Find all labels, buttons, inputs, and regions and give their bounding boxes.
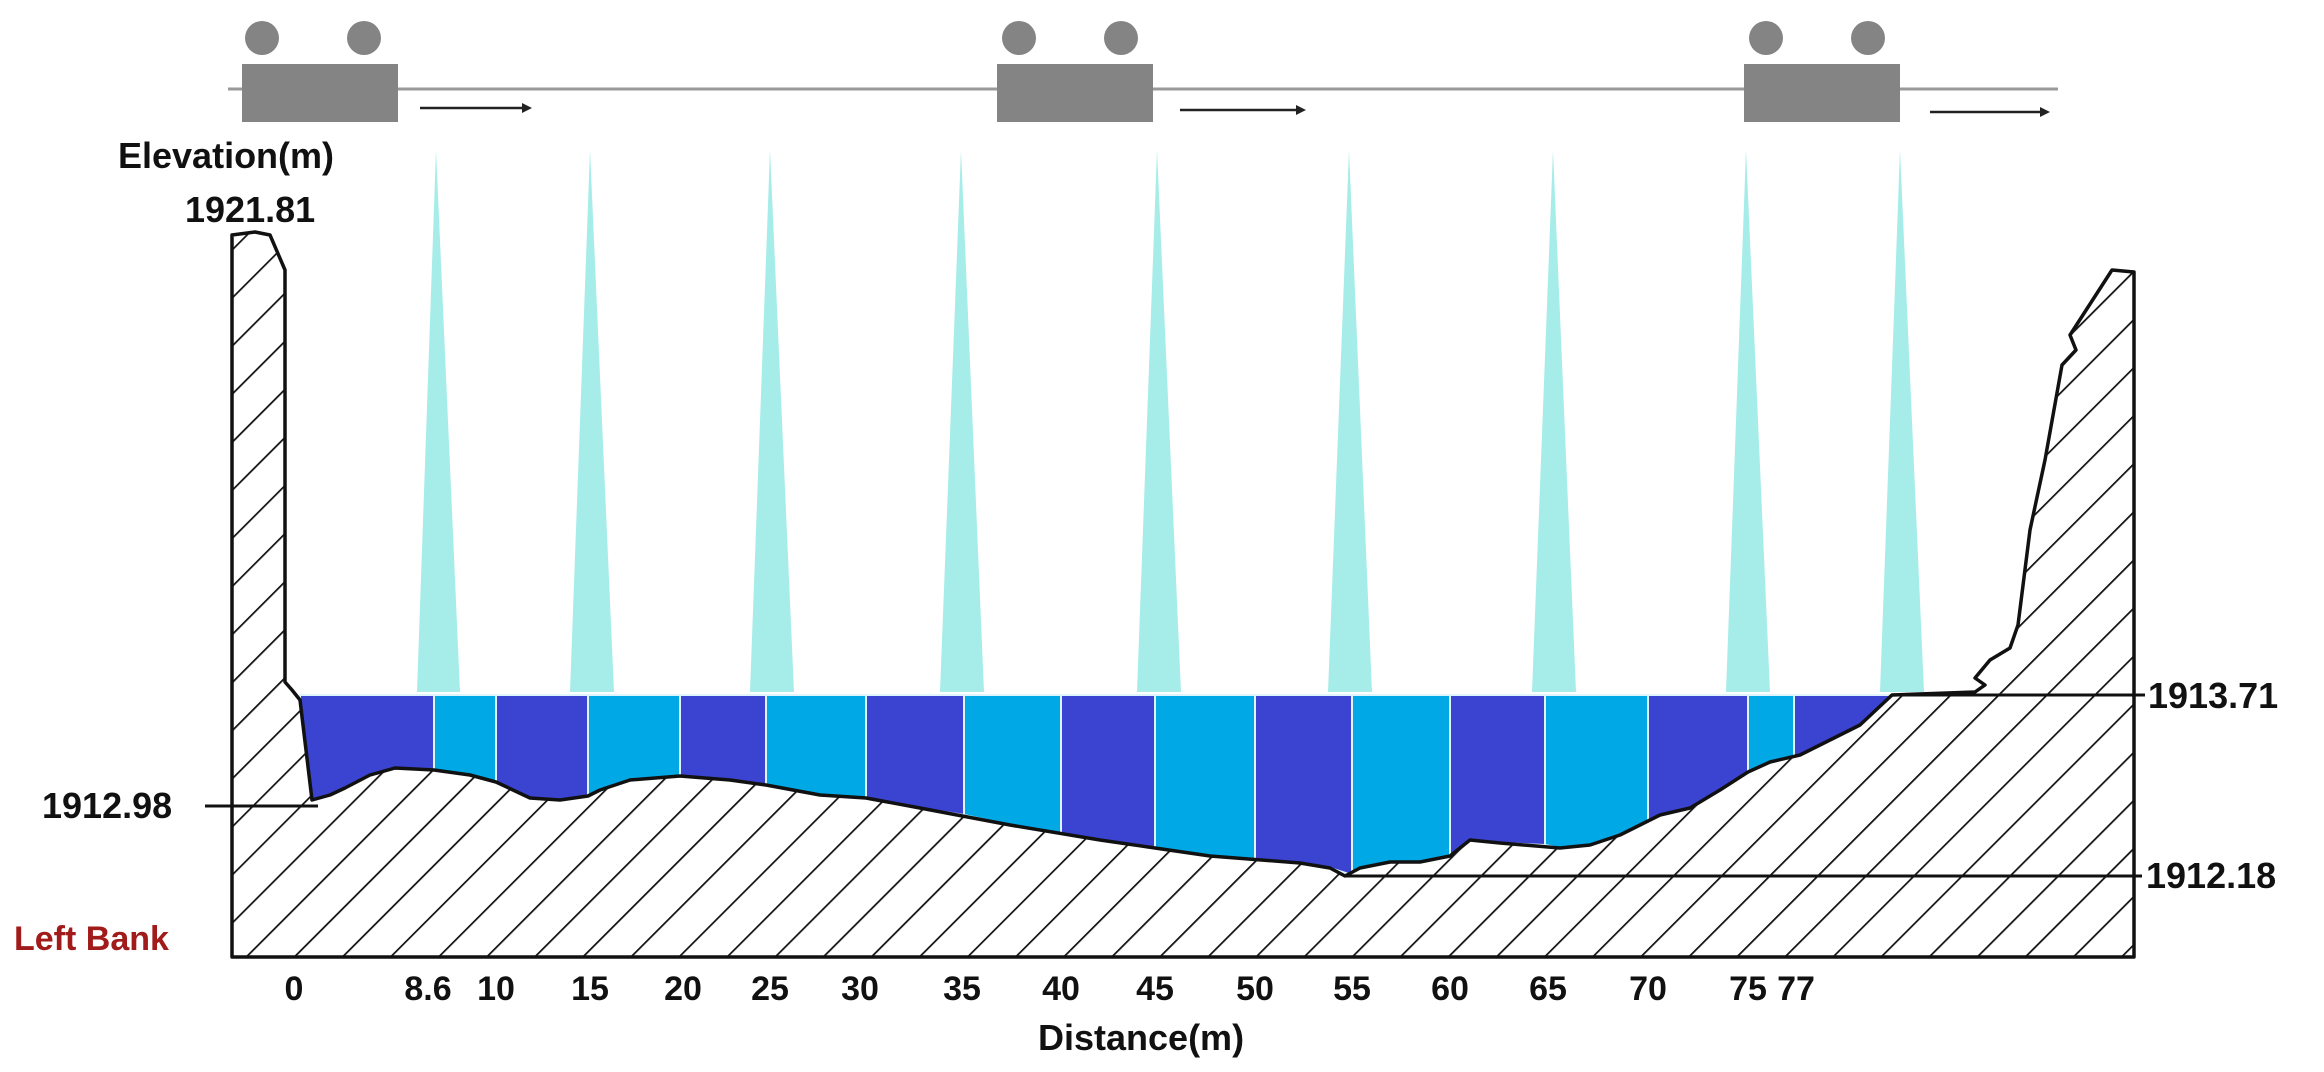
water-col-3 bbox=[495, 694, 589, 802]
water-col-6 bbox=[765, 694, 867, 800]
ground-section bbox=[230, 230, 2136, 959]
distance-tick-label: 0 bbox=[285, 970, 304, 1008]
vessel-1 bbox=[242, 21, 532, 122]
water-level-label: 1913.71 bbox=[2148, 675, 2278, 716]
water-col-2 bbox=[433, 694, 497, 784]
vessel-2-arrowhead bbox=[1296, 105, 1306, 115]
water-col-13 bbox=[1449, 694, 1546, 859]
left-bank-label: Left Bank bbox=[14, 920, 169, 958]
water-col-14 bbox=[1544, 694, 1649, 850]
distance-tick-label: 10 bbox=[477, 970, 515, 1008]
vessel-2-right-wheel bbox=[1104, 21, 1138, 55]
distance-tick-label: 50 bbox=[1236, 970, 1274, 1008]
beam-1 bbox=[417, 150, 460, 692]
vessel-3-right-wheel bbox=[1851, 21, 1885, 55]
distance-tick-label: 30 bbox=[841, 970, 879, 1008]
water-col-11 bbox=[1254, 694, 1353, 877]
distance-tick-label: 45 bbox=[1136, 970, 1174, 1008]
vessel-2 bbox=[997, 21, 1306, 122]
distance-tick-label: 40 bbox=[1042, 970, 1080, 1008]
beam-9 bbox=[1880, 150, 1924, 692]
vessel-3 bbox=[1744, 21, 2050, 122]
beam-6 bbox=[1328, 150, 1372, 692]
water-col-8 bbox=[963, 694, 1062, 835]
distance-tick-label: 35 bbox=[943, 970, 981, 1008]
beam-7 bbox=[1532, 150, 1576, 692]
distance-tick-label: 75 bbox=[1729, 970, 1767, 1008]
vessel-2-body bbox=[997, 64, 1153, 122]
beam-5 bbox=[1137, 150, 1181, 692]
distance-tick-label: 25 bbox=[751, 970, 789, 1008]
vessel-3-body bbox=[1744, 64, 1900, 122]
vessel-1-body bbox=[242, 64, 398, 122]
distance-tick-label: 65 bbox=[1529, 970, 1567, 1008]
elevation-axis-label: Elevation(m) bbox=[118, 135, 334, 176]
beam-2 bbox=[570, 150, 614, 692]
vessel-2-left-wheel bbox=[1002, 21, 1036, 55]
distance-tick-label: 60 bbox=[1431, 970, 1469, 1008]
vessel-1-left-wheel bbox=[245, 21, 279, 55]
water-col-7 bbox=[865, 694, 965, 817]
distance-tick-labels: 0 8.6 10 15 20 25 30 35 40 45 50 55 60 65 70 75 77 bbox=[285, 970, 1815, 1008]
distance-tick-label: 8.6 bbox=[404, 970, 451, 1008]
water-columns bbox=[299, 694, 1895, 878]
water-col-10 bbox=[1154, 694, 1256, 864]
left-elevation-label: 1912.98 bbox=[42, 785, 172, 826]
distance-tick-label: 55 bbox=[1333, 970, 1371, 1008]
vessel-3-arrowhead bbox=[2040, 107, 2050, 117]
vessel-3-left-wheel bbox=[1749, 21, 1783, 55]
vessel-1-right-wheel bbox=[347, 21, 381, 55]
distance-axis-label: Distance(m) bbox=[1038, 1017, 1244, 1058]
water-col-12 bbox=[1351, 694, 1451, 878]
water-col-9 bbox=[1060, 694, 1156, 850]
distance-tick-label: 15 bbox=[571, 970, 609, 1008]
top-elevation-label: 1921.81 bbox=[185, 189, 315, 230]
distance-tick-label: 70 bbox=[1629, 970, 1667, 1008]
distance-tick-label: 77 bbox=[1777, 970, 1815, 1008]
beam-3 bbox=[750, 150, 794, 692]
vessel-1-arrowhead bbox=[522, 103, 532, 113]
bottom-elevation-label: 1912.18 bbox=[2146, 855, 2276, 896]
beam-4 bbox=[940, 150, 984, 692]
water-col-5 bbox=[679, 694, 767, 787]
sonar-beams bbox=[417, 150, 1924, 692]
beam-8 bbox=[1726, 150, 1770, 692]
distance-tick-label: 20 bbox=[664, 970, 702, 1008]
